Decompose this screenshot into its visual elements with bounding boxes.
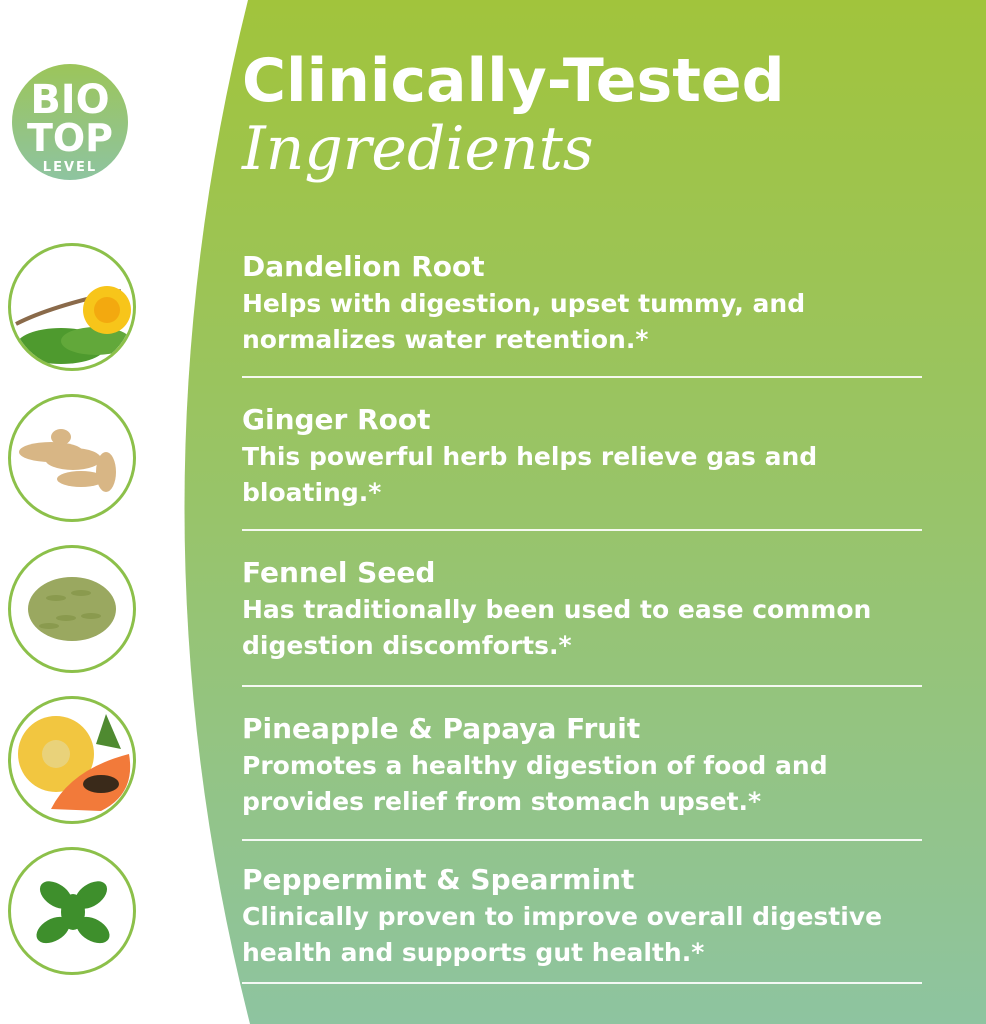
ingredient-description: Promotes a healthy digestion of food and… bbox=[242, 751, 828, 816]
ingredient-ginger-root: Ginger Root This powerful herb helps rel… bbox=[242, 401, 932, 511]
ingredient-description: This powerful herb helps relieve gas and… bbox=[242, 442, 818, 507]
ingredient-fennel-seed: Fennel Seed Has traditionally been used … bbox=[242, 554, 932, 664]
ingredient-name: Peppermint & Spearmint bbox=[242, 863, 635, 896]
ingredient-description: Helps with digestion, upset tummy, and n… bbox=[242, 289, 806, 354]
ingredient-name: Pineapple & Papaya Fruit bbox=[242, 712, 641, 745]
divider bbox=[242, 685, 922, 687]
dandelion-icon bbox=[8, 243, 136, 371]
divider bbox=[242, 839, 922, 841]
divider bbox=[242, 982, 922, 984]
title-line-1: Clinically-Tested bbox=[242, 46, 785, 116]
ginger-icon bbox=[8, 394, 136, 522]
ingredient-dandelion-root: Dandelion Root Helps with digestion, ups… bbox=[242, 248, 932, 358]
mint-leaf-icon bbox=[8, 847, 136, 975]
ingredient-name: Dandelion Root bbox=[242, 250, 485, 283]
bio-top-level-logo: BIO TOP LEVEL bbox=[11, 63, 129, 181]
pineapple-papaya-icon bbox=[8, 696, 136, 824]
fennel-seed-icon bbox=[8, 545, 136, 673]
ingredient-pineapple-papaya: Pineapple & Papaya Fruit Promotes a heal… bbox=[242, 710, 932, 820]
ingredient-name: Fennel Seed bbox=[242, 556, 436, 589]
title-line-2: Ingredients bbox=[242, 114, 594, 184]
ingredient-name: Ginger Root bbox=[242, 403, 431, 436]
divider bbox=[242, 529, 922, 531]
svg-text:BIO: BIO bbox=[30, 77, 109, 123]
divider bbox=[242, 376, 922, 378]
ingredient-description: Has traditionally been used to ease comm… bbox=[242, 595, 872, 660]
ingredient-peppermint-spearmint: Peppermint & Spearmint Clinically proven… bbox=[242, 861, 932, 971]
svg-text:TOP: TOP bbox=[27, 116, 113, 160]
ingredient-description: Clinically proven to improve overall dig… bbox=[242, 902, 883, 967]
svg-text:LEVEL: LEVEL bbox=[43, 160, 97, 175]
